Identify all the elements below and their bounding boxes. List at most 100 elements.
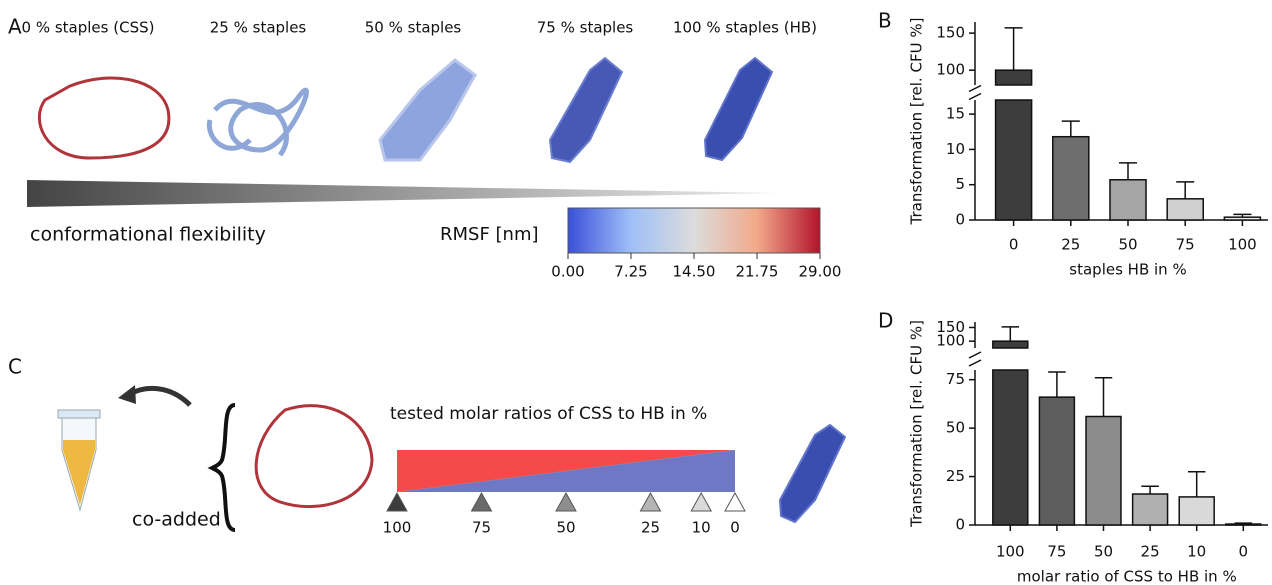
- panel-letter: A: [8, 15, 22, 39]
- structure-100: [703, 56, 774, 162]
- ratio-label: 10: [692, 519, 711, 537]
- x-tick-label: 25: [1061, 236, 1080, 254]
- brace: [207, 403, 236, 532]
- rmsf-label: RMSF [nm]: [440, 224, 539, 245]
- y-tick-label: 5: [955, 175, 965, 193]
- ratio-marker: [639, 491, 662, 512]
- ratio-label: 50: [556, 519, 575, 537]
- x-axis-label: staples HB in %: [1069, 261, 1186, 279]
- structure-50: [378, 58, 477, 162]
- ratio-label: 75: [472, 519, 491, 537]
- y-axis-label: Transformation [rel. CFU %]: [908, 320, 926, 528]
- bar: [992, 369, 1029, 526]
- axis-break: [968, 84, 982, 93]
- flexibility-wedge: [27, 180, 780, 207]
- x-tick-label: 50: [1094, 543, 1113, 561]
- x-tick-label: 0: [1239, 543, 1249, 561]
- x-tick-label: 100: [1228, 236, 1257, 254]
- ratio-marker: [724, 491, 746, 512]
- panel-letter: B: [878, 9, 892, 33]
- x-tick-label: 10: [1187, 543, 1206, 561]
- ratio-marker: [555, 491, 577, 512]
- ratio-marker: [690, 491, 713, 512]
- error-bar: [1118, 162, 1138, 180]
- ratio-label: 25: [641, 519, 660, 537]
- css-structure: [37, 76, 171, 160]
- colorbar-tick-label: 21.75: [736, 263, 779, 281]
- colorbar-tick-label: 29.00: [799, 263, 842, 281]
- arrow: [126, 385, 192, 407]
- bar: [1166, 198, 1204, 221]
- structure-label: 50 % staples: [365, 19, 462, 37]
- bar: [1223, 216, 1262, 221]
- x-tick-label: 0: [1009, 236, 1019, 254]
- ratio-marker: [386, 491, 408, 512]
- colorbar-tick-label: 0.00: [551, 263, 584, 281]
- error-bar: [1141, 485, 1159, 494]
- error-bar: [1048, 371, 1066, 398]
- error-bar: [1234, 522, 1253, 525]
- x-tick-label: 25: [1141, 543, 1160, 561]
- y-tick-label: 100: [936, 332, 965, 350]
- axis-break: [968, 351, 982, 359]
- panel-letter: D: [878, 309, 893, 333]
- y-tick-label: 0: [955, 516, 965, 534]
- ratio-label: 0: [730, 519, 740, 537]
- error-bar: [1094, 377, 1113, 417]
- y-tick-label: 25: [946, 467, 965, 485]
- x-axis-label: molar ratio of CSS to HB in %: [1017, 568, 1237, 585]
- bar: [1131, 493, 1169, 526]
- x-tick-label: 100: [996, 543, 1025, 561]
- bar: [994, 69, 1033, 86]
- ratio-title: tested molar ratios of CSS to HB in %: [390, 404, 707, 424]
- colorbar-tick-label: 14.50: [673, 263, 716, 281]
- structure-label: 75 % staples: [537, 19, 634, 37]
- y-tick-label: 75: [946, 370, 965, 388]
- y-tick-label: 15: [946, 105, 965, 123]
- hb-share: [397, 450, 735, 492]
- y-tick-label: 100: [936, 61, 965, 79]
- bar: [1085, 415, 1122, 526]
- error-bar: [1004, 27, 1023, 71]
- bar: [1225, 523, 1262, 526]
- bar: [1109, 179, 1147, 221]
- structure-label: 25 % staples: [210, 19, 307, 37]
- colorbar-tick-label: 7.25: [614, 263, 647, 281]
- x-tick-label: 75: [1047, 543, 1066, 561]
- bar: [1038, 396, 1076, 526]
- error-bar: [1233, 213, 1252, 218]
- y-tick-label: 50: [946, 419, 965, 437]
- bar: [1178, 496, 1215, 526]
- structure-25: [206, 87, 309, 157]
- hb-structure: [778, 423, 847, 524]
- x-tick-label: 50: [1118, 236, 1137, 254]
- axis-break: [968, 359, 982, 367]
- y-tick-label: 150: [936, 318, 965, 336]
- y-tick-label: 0: [955, 211, 965, 229]
- error-bar: [1061, 120, 1080, 137]
- error-bar: [1176, 181, 1195, 199]
- y-tick-label: 150: [936, 24, 965, 42]
- colorbar: [567, 207, 821, 254]
- co-added-label: co-added: [132, 509, 221, 531]
- flexibility-label: conformational flexibility: [30, 224, 266, 246]
- structure-label: 100 % staples (HB): [673, 19, 817, 37]
- ratio-label: 100: [383, 519, 412, 537]
- structure-75: [548, 56, 624, 164]
- bar: [992, 340, 1029, 349]
- structure-label: 0 % staples (CSS): [22, 19, 155, 37]
- bar: [994, 99, 1033, 221]
- y-axis-label: Transformation [rel. CFU %]: [908, 18, 926, 226]
- y-tick-label: 10: [946, 140, 965, 158]
- css-structure: [254, 404, 374, 509]
- arrow-head: [118, 385, 136, 404]
- bar: [1052, 135, 1090, 221]
- tube-icon: [57, 409, 101, 512]
- error-bar: [1001, 326, 1020, 342]
- error-bar: [1187, 470, 1206, 497]
- x-tick-label: 75: [1176, 236, 1195, 254]
- ratio-marker: [470, 491, 493, 512]
- axis-break: [968, 92, 982, 101]
- panel-letter: C: [8, 355, 22, 379]
